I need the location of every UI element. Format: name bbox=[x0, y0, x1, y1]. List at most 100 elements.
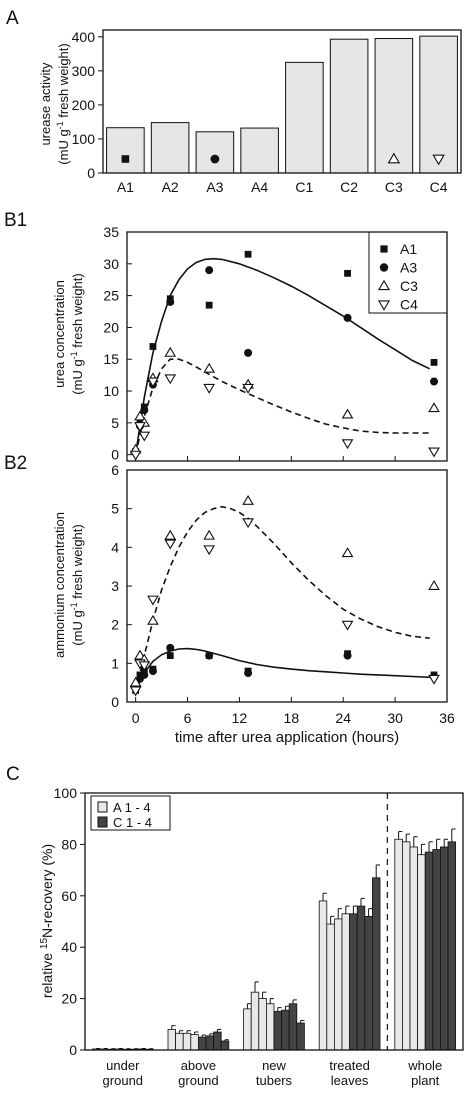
panel-a-bar-marker bbox=[210, 154, 220, 164]
panel-a-ytick-label: 400 bbox=[72, 29, 96, 45]
b2-fit-dashed bbox=[134, 505, 430, 691]
panel-b1-legend-marker-c3 bbox=[377, 279, 391, 291]
panel-c-ylabel-post: N-recovery (%) bbox=[39, 844, 55, 938]
panel-c-bar bbox=[220, 1040, 230, 1051]
b2-xtick-label: 30 bbox=[387, 710, 403, 726]
b2-point-a3 bbox=[166, 643, 175, 652]
b1-point-a3 bbox=[205, 266, 214, 275]
panel-a-bar-marker bbox=[387, 152, 401, 164]
panel-c-bar bbox=[167, 1029, 176, 1051]
b1-point-c3 bbox=[428, 402, 440, 413]
panel-c-xtick-label: whole bbox=[407, 1058, 442, 1073]
panel-a-xtick-label: C1 bbox=[295, 179, 313, 195]
b2-point-c3 bbox=[203, 529, 216, 540]
b1-point-c4 bbox=[138, 431, 151, 442]
panel-a-xtick-label: C4 bbox=[430, 179, 448, 195]
b2-xtick-label: 0 bbox=[132, 710, 140, 726]
panel-c-bar bbox=[273, 1011, 282, 1051]
panel-c-bar bbox=[318, 900, 328, 1051]
panel-a-bar bbox=[329, 38, 369, 174]
b2-point-c4 bbox=[203, 545, 216, 556]
b1-point-a1 bbox=[205, 301, 213, 309]
b2-point-c3 bbox=[428, 580, 440, 590]
b1-point-a3 bbox=[343, 313, 352, 322]
b1-point-c3 bbox=[164, 346, 177, 357]
panel-b1-legend-label-c3: C3 bbox=[400, 278, 418, 294]
panel-b2-xlabel: time after urea application (hours) bbox=[175, 729, 399, 746]
panel-c: C relative 15N-recovery (%) 0 20 40 60 80 100… bbox=[6, 764, 464, 1088]
b1-point-c3 bbox=[203, 362, 216, 373]
panel-c-bar bbox=[356, 905, 366, 1051]
b1-point-c4 bbox=[341, 439, 354, 450]
panel-c-xtick-label: leaves bbox=[331, 1073, 369, 1088]
panel-c-legend-label: C 1 - 4 bbox=[113, 815, 152, 830]
b2-ytick-label: 5 bbox=[111, 501, 119, 517]
panel-c-ytick-label: 40 bbox=[61, 939, 77, 955]
b1-fit-dashed bbox=[134, 358, 430, 455]
panel-c-bar bbox=[258, 998, 267, 1051]
panel-c-bar bbox=[250, 991, 260, 1051]
b1-point-a3 bbox=[140, 406, 149, 415]
panel-c-xtick-label: plant bbox=[411, 1073, 440, 1088]
panel-c-ytick-label: 20 bbox=[61, 991, 77, 1007]
panel-a-ytick-label: 100 bbox=[72, 131, 96, 147]
panel-a-bar-marker bbox=[432, 154, 445, 166]
panel-c-bar bbox=[409, 846, 418, 1051]
b2-ytick-label: 2 bbox=[111, 617, 119, 633]
panel-c-bar bbox=[296, 1022, 305, 1051]
b2-point-c4 bbox=[164, 539, 177, 550]
b2-fit-solid bbox=[134, 647, 430, 691]
panel-c-frame bbox=[84, 792, 464, 1051]
b2-point-a1 bbox=[166, 652, 174, 659]
panel-c-bar bbox=[432, 849, 441, 1051]
panel-a-bar-marker bbox=[121, 155, 130, 163]
panel-label-b2: B2 bbox=[4, 453, 27, 474]
b2-point-c4 bbox=[242, 518, 254, 529]
panel-b1-legend-label-c4: C4 bbox=[400, 297, 418, 313]
panel-a-ylabel-2: (mU g-1 fresh weight) bbox=[55, 43, 71, 164]
b1-point-c4 bbox=[134, 422, 146, 432]
panel-c-bar bbox=[288, 1003, 298, 1051]
b1-point-a1 bbox=[344, 269, 351, 277]
panel-b1: B1 urea concentration (mU g-1 fresh weig… bbox=[4, 210, 448, 463]
b1-ytick-label: 30 bbox=[103, 256, 119, 272]
panel-b1-ylabel-2: (mU g-1 fresh weight) bbox=[69, 273, 85, 394]
b2-point-a3 bbox=[205, 651, 214, 660]
b2-point-a3 bbox=[343, 651, 352, 660]
b2-point-c4 bbox=[129, 686, 142, 697]
b1-point-a3 bbox=[244, 348, 253, 357]
b2-point-a3 bbox=[140, 670, 149, 679]
panel-c-bar bbox=[265, 1003, 275, 1051]
panel-label-a: A bbox=[6, 8, 19, 29]
panel-c-bar bbox=[447, 841, 456, 1051]
b1-point-c4 bbox=[147, 377, 159, 388]
b1-ytick-label: 0 bbox=[111, 447, 119, 463]
panel-b1-legend-marker-c4 bbox=[377, 300, 391, 311]
panel-c-bar bbox=[182, 1032, 192, 1051]
b2-xtick-label: 24 bbox=[335, 710, 351, 726]
panel-c-ylabel-pre: relative bbox=[39, 949, 55, 998]
b1-point-a1 bbox=[430, 359, 438, 366]
b1-ytick-label: 25 bbox=[103, 288, 119, 304]
panel-c-legend-label: A 1 - 4 bbox=[113, 800, 151, 815]
b1-point-a3 bbox=[430, 377, 439, 386]
panel-c-ytick-label: 80 bbox=[61, 836, 77, 852]
panel-c-bar bbox=[401, 841, 411, 1051]
panel-c-bar bbox=[424, 851, 434, 1051]
panel-b1-ylabel-1: urea concentration bbox=[52, 280, 67, 388]
b1-point-c3 bbox=[134, 410, 146, 421]
b1-point-c3 bbox=[341, 408, 354, 419]
panel-c-bar bbox=[394, 838, 403, 1051]
b2-xtick-label: 12 bbox=[232, 710, 248, 726]
b1-ytick-label: 5 bbox=[111, 415, 119, 431]
panel-a-bar bbox=[419, 35, 458, 174]
b2-point-c3 bbox=[341, 547, 354, 558]
b2-ytick-label: 4 bbox=[111, 539, 119, 555]
panel-b1-legend-label-a3: A3 bbox=[400, 260, 417, 276]
b1-point-a1 bbox=[149, 343, 157, 350]
panel-a-bar bbox=[195, 131, 235, 174]
b2-point-c4 bbox=[428, 674, 440, 685]
panel-b2-ylabel-sup: -1 bbox=[69, 602, 79, 610]
panel-c-bar bbox=[197, 1036, 207, 1051]
b2-point-c4 bbox=[138, 661, 151, 672]
